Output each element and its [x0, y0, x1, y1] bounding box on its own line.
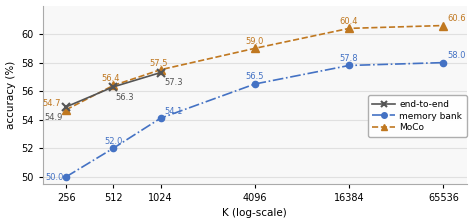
Legend: end-to-end, memory bank, MoCo: end-to-end, memory bank, MoCo — [368, 95, 467, 137]
Text: 58.0: 58.0 — [447, 52, 465, 60]
Text: 56.5: 56.5 — [246, 72, 264, 82]
Text: 56.4: 56.4 — [102, 74, 120, 83]
Text: 52.0: 52.0 — [104, 137, 123, 146]
Text: 56.3: 56.3 — [116, 93, 134, 102]
Text: 54.1: 54.1 — [164, 107, 182, 116]
Text: 50.0: 50.0 — [46, 173, 64, 182]
Text: 57.8: 57.8 — [340, 54, 358, 63]
Text: 60.6: 60.6 — [447, 14, 466, 23]
Text: 57.3: 57.3 — [164, 78, 183, 87]
Text: 60.4: 60.4 — [340, 17, 358, 26]
X-axis label: K (log-scale): K (log-scale) — [222, 209, 287, 218]
Y-axis label: accuracy (%): accuracy (%) — [6, 60, 16, 129]
Text: 54.7: 54.7 — [42, 99, 61, 108]
Text: 57.5: 57.5 — [149, 59, 167, 68]
Text: 59.0: 59.0 — [246, 37, 264, 46]
Text: 54.9: 54.9 — [44, 113, 63, 122]
